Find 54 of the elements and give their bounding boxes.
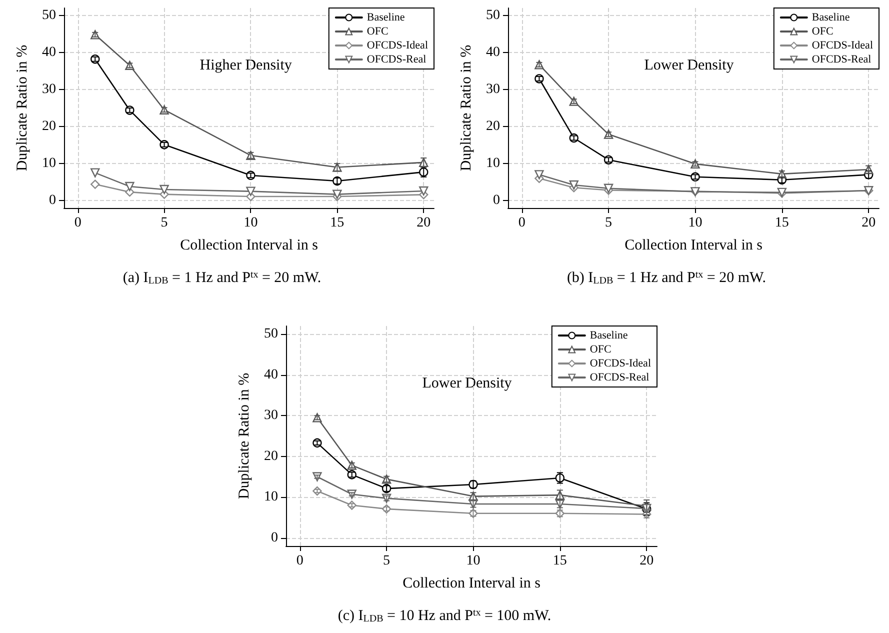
y-tick-label: 40 bbox=[264, 367, 278, 382]
y-tick-label: 40 bbox=[42, 44, 56, 60]
legend-label: Baseline bbox=[812, 12, 850, 24]
legend-label: Baseline bbox=[366, 12, 405, 24]
y-tick-label: 30 bbox=[42, 82, 56, 97]
x-tick-label: 20 bbox=[640, 554, 654, 568]
x-axis-title: Collection Interval in s bbox=[624, 238, 763, 254]
y-tick-label: 20 bbox=[486, 119, 500, 134]
annotation: Lower Density bbox=[644, 58, 734, 74]
legend-label: OFCDS-Real bbox=[366, 54, 426, 66]
legend-label: OFCDS-Ideal bbox=[590, 358, 651, 370]
x-tick-label: 0 bbox=[518, 216, 526, 230]
y-tick-label: 30 bbox=[264, 408, 278, 424]
x-tick-label: 10 bbox=[466, 554, 480, 568]
x-tick-label: 15 bbox=[774, 216, 789, 230]
legend-label: OFC bbox=[812, 26, 834, 38]
legend-label: OFCDS-Ideal bbox=[812, 40, 873, 52]
y-tick-label: 0 bbox=[49, 193, 56, 208]
x-tick-label: 5 bbox=[160, 216, 168, 230]
x-axis-title: Collection Interval in s bbox=[402, 576, 541, 592]
annotation: Higher Density bbox=[200, 58, 292, 74]
legend-label: OFCDS-Real bbox=[812, 54, 872, 66]
x-tick-label: 10 bbox=[244, 216, 258, 230]
y-tick-label: 10 bbox=[42, 156, 56, 172]
y-tick-label: 50 bbox=[264, 326, 278, 342]
x-tick-label: 20 bbox=[416, 216, 431, 230]
y-tick-label: 10 bbox=[486, 156, 500, 172]
y-tick-label: 0 bbox=[271, 530, 278, 546]
legend-label: OFCDS-Real bbox=[590, 372, 650, 384]
x-tick-label: 15 bbox=[330, 216, 344, 230]
y-tick-label: 20 bbox=[42, 119, 56, 134]
y-axis-title: Duplicate Ratio in % bbox=[458, 44, 474, 172]
legend-label: Baseline bbox=[590, 330, 628, 342]
x-tick-label: 0 bbox=[74, 216, 82, 230]
x-tick-label: 0 bbox=[296, 554, 304, 568]
x-tick-label: 20 bbox=[862, 216, 876, 230]
legend-label: OFC bbox=[590, 344, 612, 356]
y-axis-title: Duplicate Ratio in % bbox=[236, 372, 252, 500]
x-tick-label: 15 bbox=[552, 554, 567, 568]
x-tick-label: 10 bbox=[688, 216, 702, 230]
y-tick-label: 40 bbox=[486, 44, 500, 60]
y-tick-label: 50 bbox=[42, 8, 56, 23]
y-tick-label: 0 bbox=[493, 193, 500, 208]
x-tick-label: 5 bbox=[605, 216, 612, 230]
y-tick-label: 30 bbox=[486, 82, 500, 97]
y-tick-label: 20 bbox=[264, 448, 278, 464]
annotation: Lower Density bbox=[422, 376, 512, 392]
y-tick-label: 10 bbox=[264, 490, 278, 505]
legend-label: OFC bbox=[366, 26, 388, 38]
y-tick-label: 50 bbox=[486, 8, 500, 23]
y-axis-title: Duplicate Ratio in % bbox=[14, 44, 30, 172]
legend-label: OFCDS-Ideal bbox=[366, 40, 428, 52]
x-axis-title: Collection Interval in s bbox=[180, 238, 318, 254]
x-tick-label: 5 bbox=[383, 554, 390, 568]
